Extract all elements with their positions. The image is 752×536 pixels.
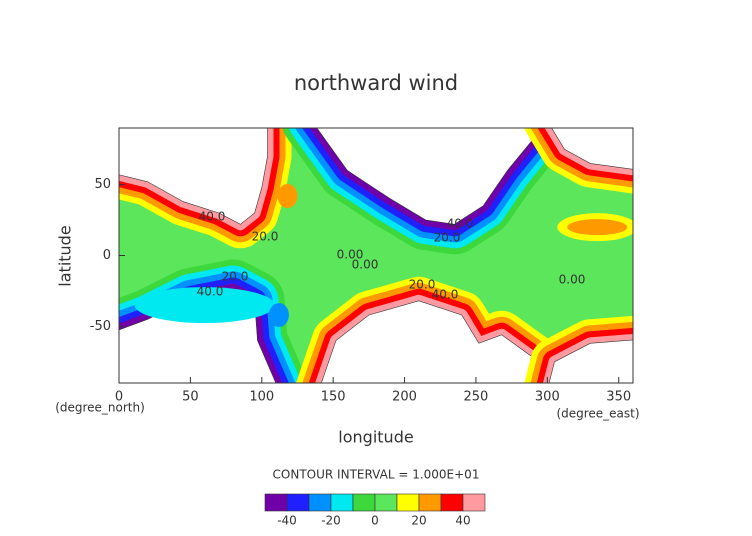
contour-band [277,184,298,208]
colorbar-cell [418,493,442,512]
x-tick-label: 100 [249,390,274,405]
y-axis-label: latitude [56,225,75,286]
missing-region [551,128,633,170]
colorbar-cell [264,493,288,512]
missing-region [119,128,268,225]
colorbar-cell [396,493,420,512]
colorbar-cell [374,493,398,512]
x-tick-label: 200 [392,390,417,405]
contour-label: 40.0 [197,285,224,299]
x-units: (degree_east) [556,407,639,421]
contour-label: 20.0 [252,230,279,244]
colorbar-cell [462,493,486,512]
colorbar-cell [308,493,332,512]
x-tick-label: 250 [464,390,489,405]
x-axis-label: longitude [338,428,413,447]
contour-label: 40.0 [432,288,459,302]
colorbar-tick-label: 20 [411,514,426,528]
y-tick-label: -50 [90,319,111,334]
y-tick-label: 0 [103,248,111,263]
x-tick-label: 0 [115,390,123,405]
x-tick-label: 50 [182,390,199,405]
colorbar-cell [330,493,354,512]
contour-label: 40.0 [447,217,474,231]
contour-label: 0.00 [337,248,364,262]
contour-label: 20.0 [434,231,461,245]
chart-title: northward wind [294,71,458,95]
colorbar-tick-label: 0 [371,514,379,528]
x-tick-label: 150 [321,390,346,405]
plot-area [119,128,633,383]
x-tick-label: 300 [535,390,560,405]
colorbar-cell [440,493,464,512]
y-tick-label: 50 [94,177,111,192]
contour-label: 0.00 [352,258,379,272]
colorbar-tick-label: 40 [455,514,470,528]
colorbar-tick-label: -20 [321,514,341,528]
missing-region [548,339,633,383]
contour-label: 20.0 [409,278,436,292]
colorbar-cell [352,493,376,512]
contour-band [134,287,275,324]
contour-label: 40.0 [199,210,226,224]
contour-band [268,303,289,327]
contour-label: 0.00 [559,273,586,287]
contour-band [567,219,628,236]
contour-interval: CONTOUR INTERVAL = 1.000E+01 [273,468,480,482]
y-units: (degree_north) [55,401,145,415]
colorbar-tick-label: -40 [277,514,297,528]
x-tick-label: 350 [606,390,631,405]
contour-label: 20.0 [222,270,249,284]
colorbar-cell [286,493,310,512]
